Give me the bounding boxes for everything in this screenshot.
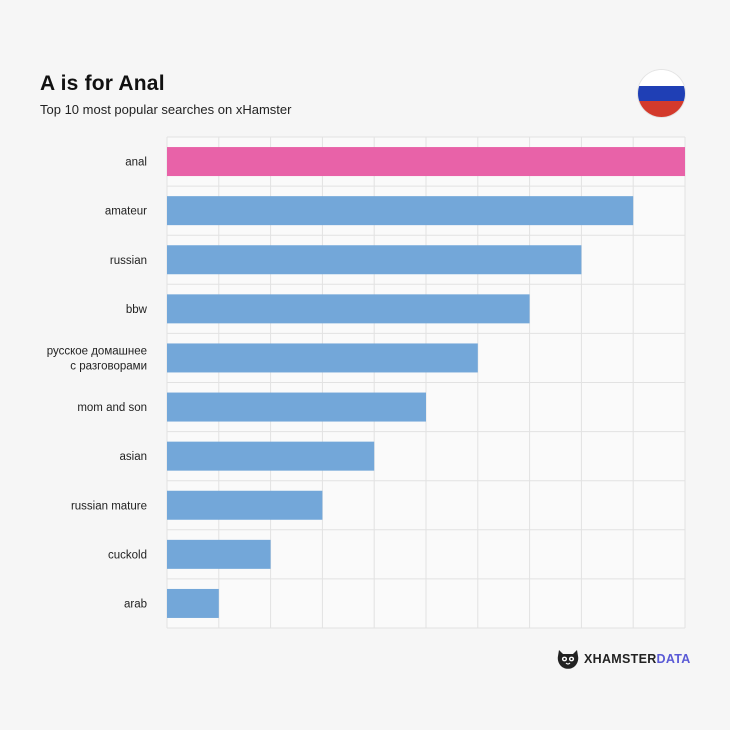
russia-flag-icon: [638, 70, 685, 117]
flag-stripe-blue: [638, 85, 685, 102]
bar-3: [167, 294, 530, 324]
brand-name-part2: DATA: [656, 652, 691, 666]
brand-name-part1: XHAMSTER: [584, 652, 657, 666]
hamster-logo-icon: [557, 650, 579, 669]
category-label: mom and son: [77, 402, 147, 414]
chart-title: A is for Anal: [40, 72, 165, 95]
category-label: anal: [125, 157, 147, 169]
category-label: amateur: [105, 206, 147, 218]
chart-subtitle: Top 10 most popular searches on xHamster: [40, 102, 292, 117]
brand-logo: XHAMSTERDATA: [556, 648, 691, 670]
bar-6: [167, 441, 375, 471]
flag-stripe-white: [638, 70, 685, 86]
bar-4: [167, 343, 478, 373]
category-label: asian: [120, 451, 148, 463]
bar-5: [167, 392, 426, 422]
bar-9: [167, 588, 219, 618]
category-label: cuckold: [108, 549, 147, 561]
bar-0: [167, 147, 685, 177]
bar-8: [167, 539, 271, 569]
category-label: russian: [110, 255, 147, 267]
bar-7: [167, 490, 323, 520]
bar-1: [167, 196, 634, 226]
category-label: bbw: [126, 304, 148, 316]
bar-2: [167, 245, 582, 275]
category-label: russian mature: [71, 500, 147, 512]
category-label: русское домашнее с разговорами: [47, 345, 147, 372]
flag-stripe-red: [638, 101, 685, 117]
brand-name: XHAMSTERDATA: [584, 652, 691, 666]
category-label: arab: [124, 598, 147, 610]
